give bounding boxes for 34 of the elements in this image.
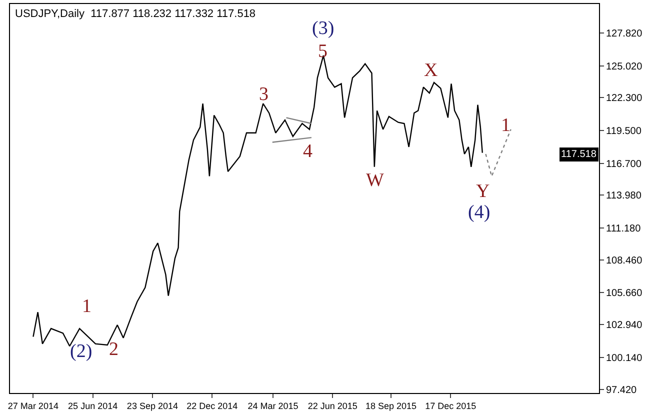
annotation: 4 [303,141,313,162]
annotation: 5 [318,41,328,62]
annotation: 117.518 [561,149,597,160]
y-tick-label: 105.660 [606,288,643,300]
annotation: W [366,170,384,191]
x-tick-label: 23 Sep 2014 [126,400,178,411]
annotation: 2 [109,339,118,360]
y-tick-label: 116.700 [606,158,642,170]
y-tick-label: 100.140 [606,352,643,364]
y-tick-label: 119.500 [606,126,642,138]
y-tick-label: 125.020 [606,61,643,72]
y-tick-label: 127.820 [606,28,643,40]
annotation: (3) [312,18,334,39]
y-tick-label: 108.460 [606,255,643,266]
annotation: 1 [501,115,510,136]
x-tick-label: 25 Jun 2014 [68,400,118,411]
annotation: Y [476,181,490,202]
annotation: 1 [82,296,92,317]
y-tick-label: 102.940 [606,320,643,332]
x-tick-label: 18 Sep 2015 [365,400,416,411]
y-tick-label: 111.180 [606,224,642,235]
chart-title: USDJPY,Daily 117.877 118.232 117.332 117.518 [15,8,256,20]
y-tick-label: 97.420 [606,384,638,396]
annotation: (2) [70,341,92,362]
x-tick-label: 27 Mar 2014 [8,400,58,411]
annotation: X [424,60,438,81]
y-tick-label: 122.300 [606,93,643,104]
x-tick-label: 22 Dec 2014 [186,400,238,411]
x-tick-label: 17 Dec 2015 [425,400,476,411]
x-tick-label: 22 Jun 2015 [308,400,358,411]
annotation: (4) [468,202,490,223]
y-tick-label: 113.980 [606,190,642,202]
annotation: 3 [259,84,268,105]
x-tick-label: 24 Mar 2015 [248,400,298,411]
